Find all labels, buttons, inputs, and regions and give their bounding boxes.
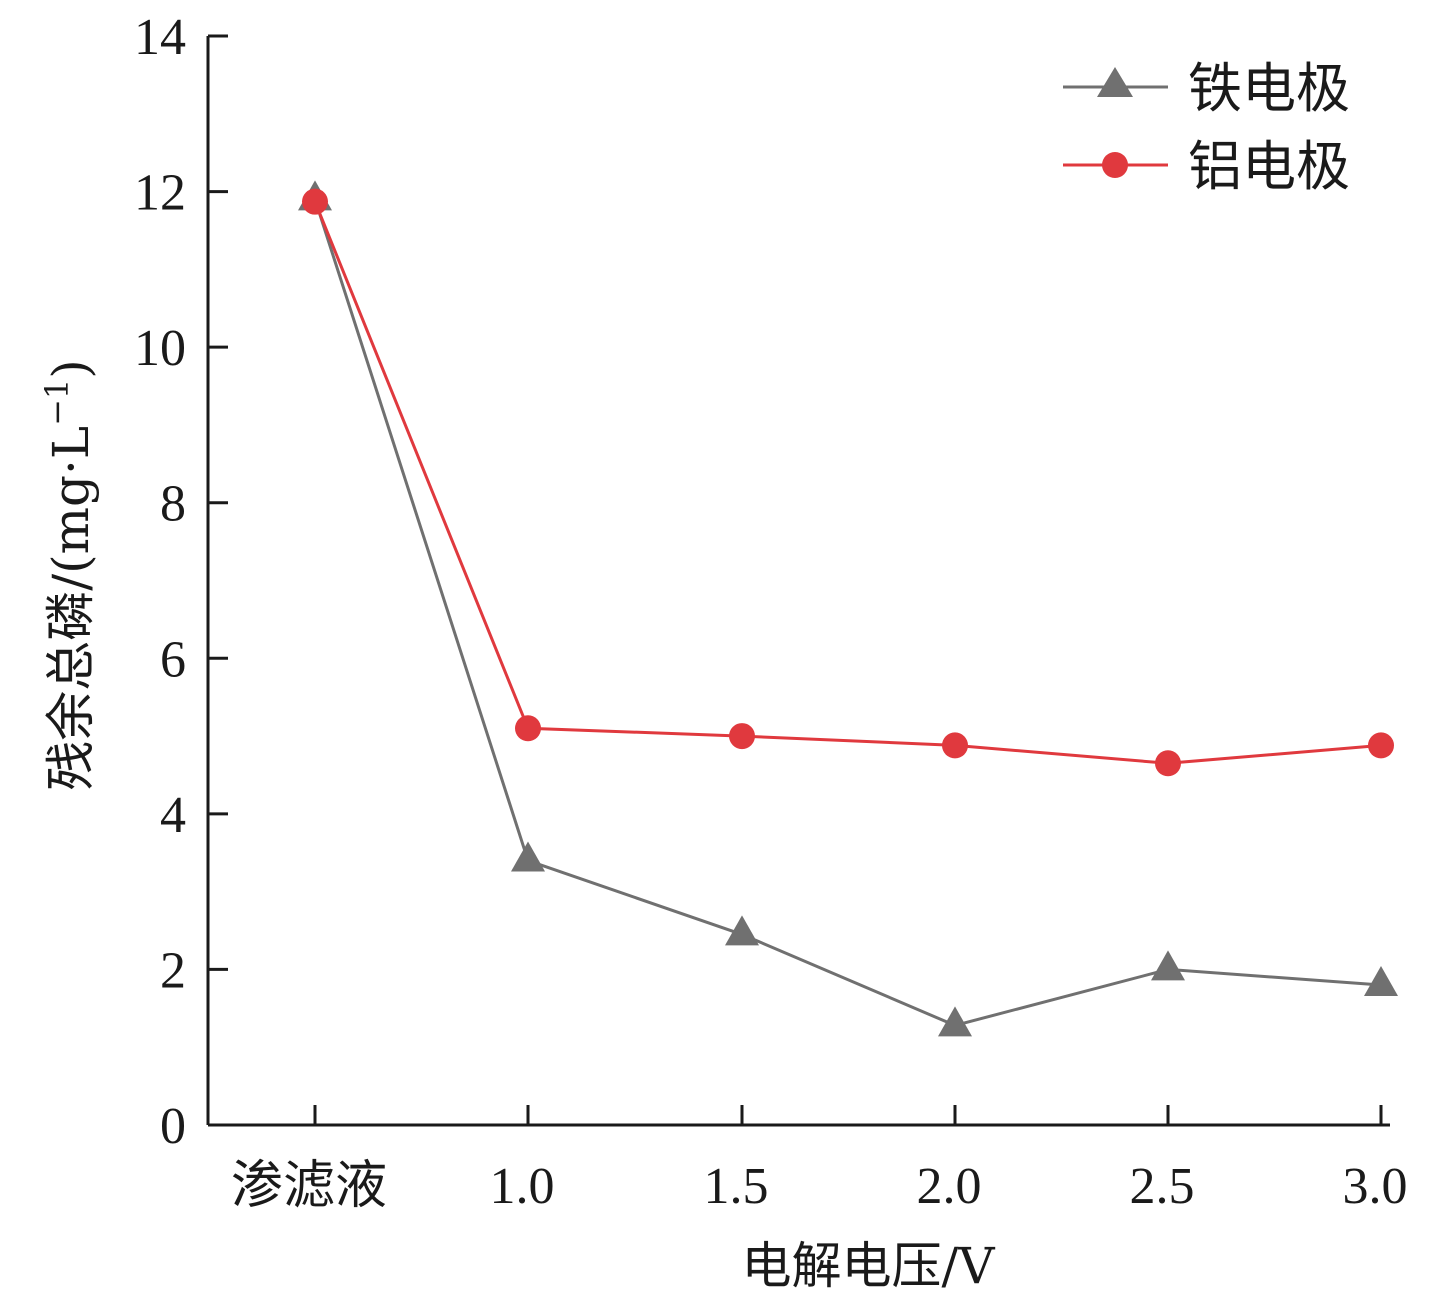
series-1-point [302,188,328,215]
y-ticks: 0 2 4 6 8 10 12 14 [134,9,228,1155]
series-1-point [515,715,541,742]
y-tick-label: 6 [160,631,186,688]
y-axis-title: 残余总磷/(mg·L−1) [38,359,100,791]
x-tick-label: 1.0 [490,1158,555,1215]
series-1-point [729,723,755,750]
legend[interactable]: 铁电极 铝电极 [1063,57,1350,198]
series-0-point [938,1006,972,1037]
x-tick-label: 3.0 [1343,1158,1408,1215]
series-0-point [511,841,545,872]
y-tick-label: 14 [134,9,186,66]
x-tick-label: 2.0 [917,1158,982,1215]
series-0-point [725,915,759,946]
y-tick-label: 12 [134,165,186,222]
x-tick-label: 渗滤液 [231,1158,387,1215]
legend-label-aluminum: 铝电极 [1188,135,1350,198]
y-axis-title-sup: −1 [38,379,76,426]
y-axis-title-main: 残余总磷/(mg·L [42,426,100,791]
legend-label-iron: 铁电极 [1188,57,1350,120]
axes [206,36,1390,1127]
series-line-0 [313,198,1382,1028]
x-axis-title: 电解电压/V [742,1237,996,1295]
y-tick-label: 0 [160,1098,186,1155]
series-0-point [1151,950,1185,981]
y-axis-title-close: ) [42,359,100,379]
series-1-point [1155,750,1181,777]
series-line-1 [313,201,1382,765]
y-tick-label: 8 [160,476,186,533]
series-1-point [1368,732,1394,759]
y-axis-title-text: 残余总磷/(mg·L−1) [38,359,100,791]
legend-item-aluminum[interactable]: 铝电极 [1063,135,1350,198]
series-1-point [942,732,968,759]
series-0-point [1364,965,1398,996]
series-layer [298,180,1398,1037]
y-tick-label: 10 [134,320,186,377]
legend-item-iron[interactable]: 铁电极 [1063,57,1350,120]
x-ticks: 渗滤液 1.0 1.5 2.0 2.5 3.0 [231,1105,1408,1215]
legend-marker-iron [1097,67,1133,97]
y-tick-label: 2 [160,942,186,999]
x-tick-label: 2.5 [1130,1158,1195,1215]
y-tick-label: 4 [160,787,186,844]
x-tick-label: 1.5 [704,1158,769,1215]
legend-marker-aluminum [1102,152,1128,178]
